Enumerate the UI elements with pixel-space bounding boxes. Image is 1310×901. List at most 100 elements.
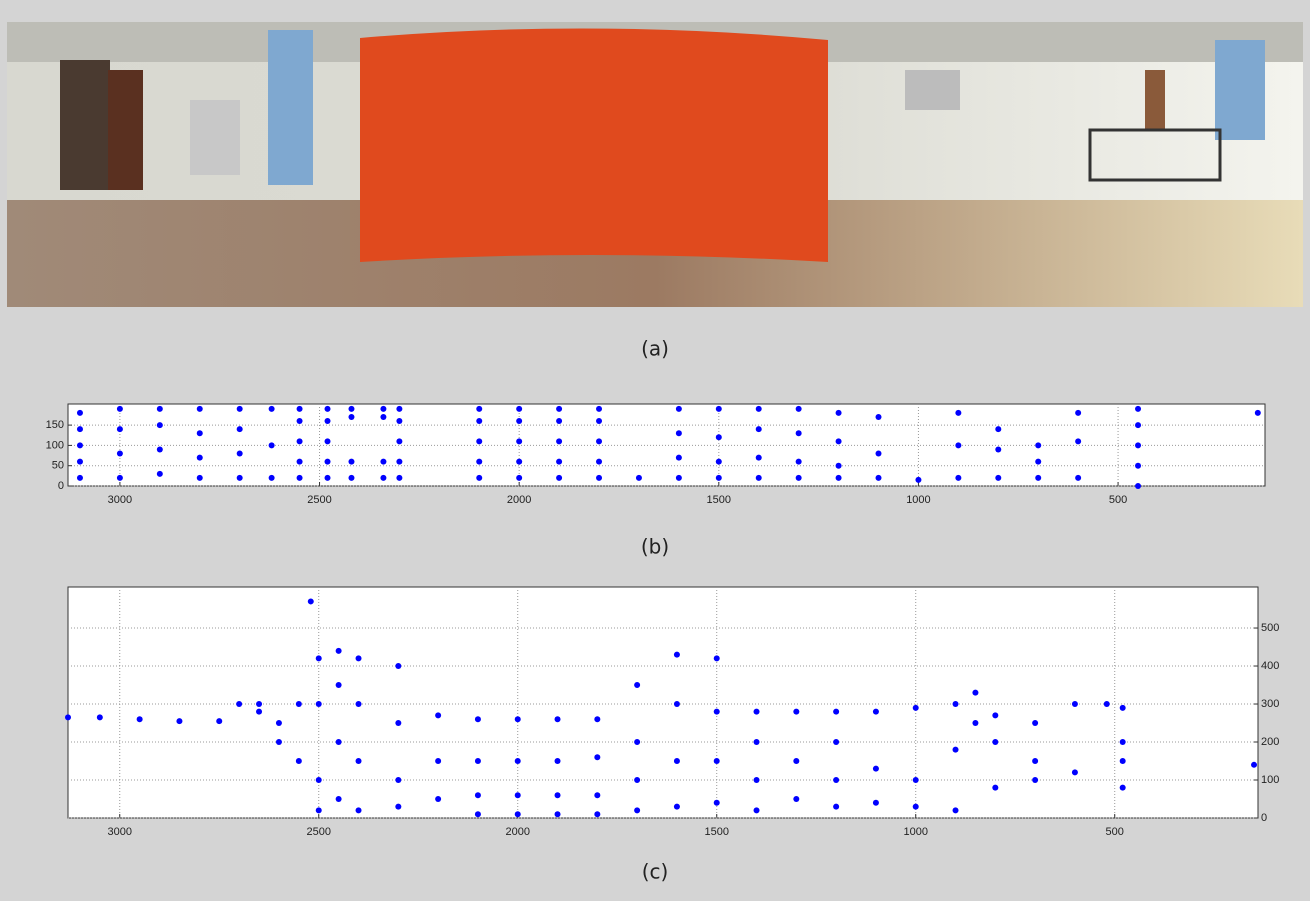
point [755,474,762,481]
point [355,701,362,708]
point [673,701,680,708]
point [236,701,243,708]
point [835,474,842,481]
x-tick-label: 3000 [107,826,131,838]
point [554,716,561,723]
point [236,426,243,433]
point [554,811,561,818]
point [196,430,203,437]
point [972,720,979,727]
point [795,405,802,412]
point [355,758,362,765]
point [1035,442,1042,449]
point [872,765,879,772]
point [833,777,840,784]
x-tick-label: 1500 [704,826,728,838]
point [275,720,282,727]
point [952,701,959,708]
plot-area [67,586,1259,819]
point [713,799,720,806]
point [65,714,71,721]
point [396,474,403,481]
point [554,792,561,799]
point [268,474,275,481]
point [713,708,720,715]
point [594,754,601,761]
point [795,474,802,481]
point [156,405,163,412]
point [1032,758,1039,765]
point [634,807,641,814]
x-tick-label: 1000 [906,494,930,506]
point [116,405,123,412]
point [476,438,483,445]
point [1135,462,1142,469]
point [952,746,959,753]
point [335,647,342,654]
point [675,474,682,481]
point [992,784,999,791]
x-tick-label: 500 [1109,494,1127,506]
point [295,758,302,765]
point [396,405,403,412]
point [315,807,322,814]
point [1254,409,1261,416]
y-tick-label: 400 [1261,660,1279,672]
point [395,720,402,727]
point [435,712,442,719]
point [753,739,760,746]
point [556,458,563,465]
point [116,426,123,433]
point [514,758,521,765]
point [995,446,1002,453]
point [516,438,523,445]
point [995,426,1002,433]
point [594,792,601,799]
point [296,438,303,445]
caption: (a) [641,337,669,361]
point [1119,704,1126,711]
point [755,454,762,461]
point [915,476,922,483]
point [1071,701,1078,708]
point [96,714,103,721]
point [315,655,322,662]
point [156,470,163,477]
point [435,758,442,765]
point [753,777,760,784]
point [216,718,223,725]
point [912,704,919,711]
point [348,413,355,420]
point [835,438,842,445]
point [395,777,402,784]
point [1119,784,1126,791]
point [335,796,342,803]
point [296,458,303,465]
point [1075,474,1082,481]
point [236,405,243,412]
point [596,458,603,465]
point [1035,474,1042,481]
point [236,450,243,457]
point [912,803,919,810]
point [713,655,720,662]
point [324,405,331,412]
point [516,474,523,481]
point [176,718,183,725]
point [395,663,402,670]
point [972,689,979,696]
point [514,811,521,818]
point [256,701,263,708]
point [755,405,762,412]
point [912,777,919,784]
point [1075,438,1082,445]
photo [7,22,1303,307]
point [992,739,999,746]
point [516,458,523,465]
x-tick-label: 2500 [306,826,330,838]
point [268,405,275,412]
point [833,739,840,746]
y-tick-label: 150 [46,419,64,431]
point [992,712,999,719]
